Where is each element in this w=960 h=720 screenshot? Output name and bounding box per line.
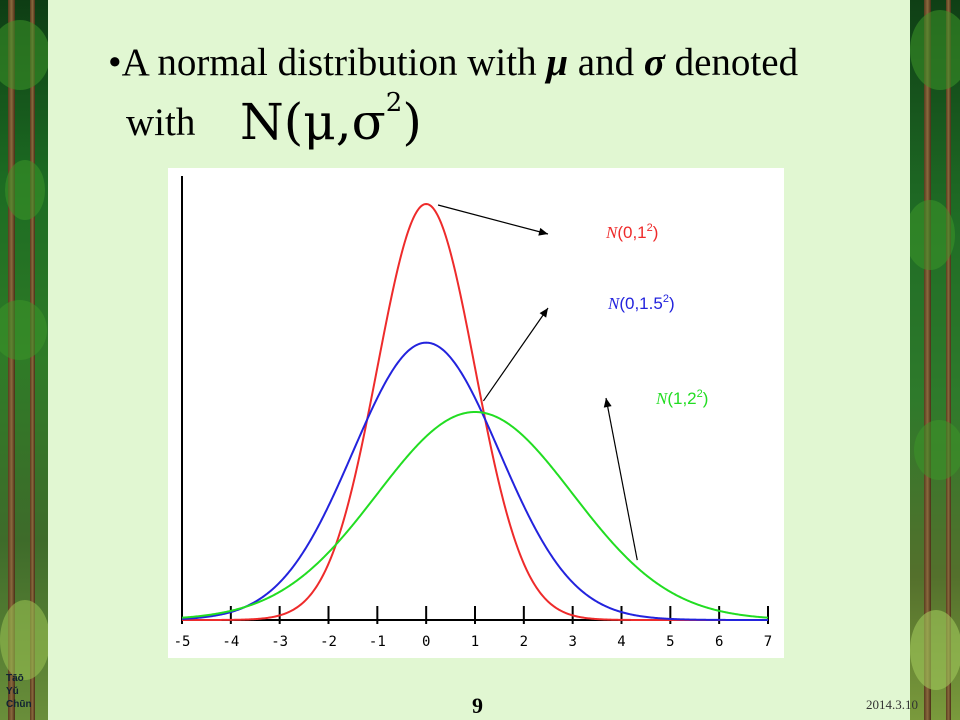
label-pointer-arrowhead	[603, 398, 612, 408]
foliage	[0, 20, 48, 90]
formula-exponent: 2	[385, 88, 403, 118]
slide-title: •A normal distribution with μ and σ deno…	[108, 40, 798, 85]
formula-body: N(μ,σ	[240, 93, 386, 151]
label-pointer-line	[482, 307, 549, 402]
bullet: •	[108, 41, 122, 84]
label-pointer-arrowhead	[539, 308, 548, 318]
x-tick-label: 2	[520, 634, 528, 650]
x-tick-label: 4	[617, 634, 625, 650]
title-text: and	[568, 41, 644, 84]
series-label: N(0,12)	[605, 222, 658, 242]
logo-line: Yǔ	[6, 686, 19, 697]
series-line	[181, 410, 769, 619]
normal-distribution-chart: -5 -4 -3 -2 -1 0 1 2 3 4 5 6 7 N(0,12) N(0,1.52) N(1,22…	[168, 168, 784, 658]
series-label: N(0,1.52)	[607, 293, 675, 313]
x-tick-label: 1	[471, 634, 479, 650]
logo-line: Chūn	[6, 699, 32, 710]
sigma-symbol: σ	[643, 41, 665, 84]
tree-trunk	[924, 0, 931, 720]
x-tick-label: 6	[715, 634, 723, 650]
foliage	[910, 10, 960, 90]
foliage	[910, 200, 955, 270]
x-tick-label: -3	[271, 634, 288, 650]
x-tick-label: 7	[764, 634, 772, 650]
grass	[0, 600, 48, 680]
mu-symbol: μ	[546, 41, 569, 84]
foliage	[0, 300, 47, 360]
series-line	[182, 202, 768, 621]
x-tick-label: -1	[369, 634, 386, 650]
x-tick-label: 0	[422, 634, 430, 650]
left-forest-border	[0, 0, 48, 720]
logo: Tāō Yǔ Chūn	[6, 672, 40, 714]
with-text: with	[126, 101, 196, 144]
x-tick-label: -2	[320, 634, 337, 650]
slide-body: •A normal distribution with μ and σ deno…	[48, 0, 918, 720]
tree-trunk	[946, 0, 951, 720]
x-tick-label: 3	[568, 634, 576, 650]
normal-formula: N(μ,σ2)	[240, 88, 422, 151]
formula-close: )	[402, 93, 422, 151]
logo-line: Tāō	[6, 673, 24, 684]
grass	[910, 610, 960, 690]
foliage	[914, 420, 960, 480]
tree-trunk	[30, 0, 35, 720]
slide-date: 2014.3.10	[866, 697, 918, 712]
right-forest-border	[910, 0, 960, 720]
x-tick-label: -5	[174, 634, 191, 650]
label-pointer-line	[605, 397, 638, 561]
title-text: A normal distribution with	[121, 41, 547, 84]
series-label: N(1,22)	[655, 388, 708, 408]
page-number: 9	[472, 693, 483, 718]
label-pointer-line	[437, 204, 549, 235]
series-line	[181, 341, 768, 621]
label-pointer-arrowhead	[538, 227, 548, 236]
x-tick-label: -4	[222, 634, 239, 650]
foliage	[5, 160, 45, 220]
title-text: denoted	[664, 41, 799, 84]
x-tick-label: 5	[666, 634, 674, 650]
tree-trunk	[8, 0, 15, 720]
